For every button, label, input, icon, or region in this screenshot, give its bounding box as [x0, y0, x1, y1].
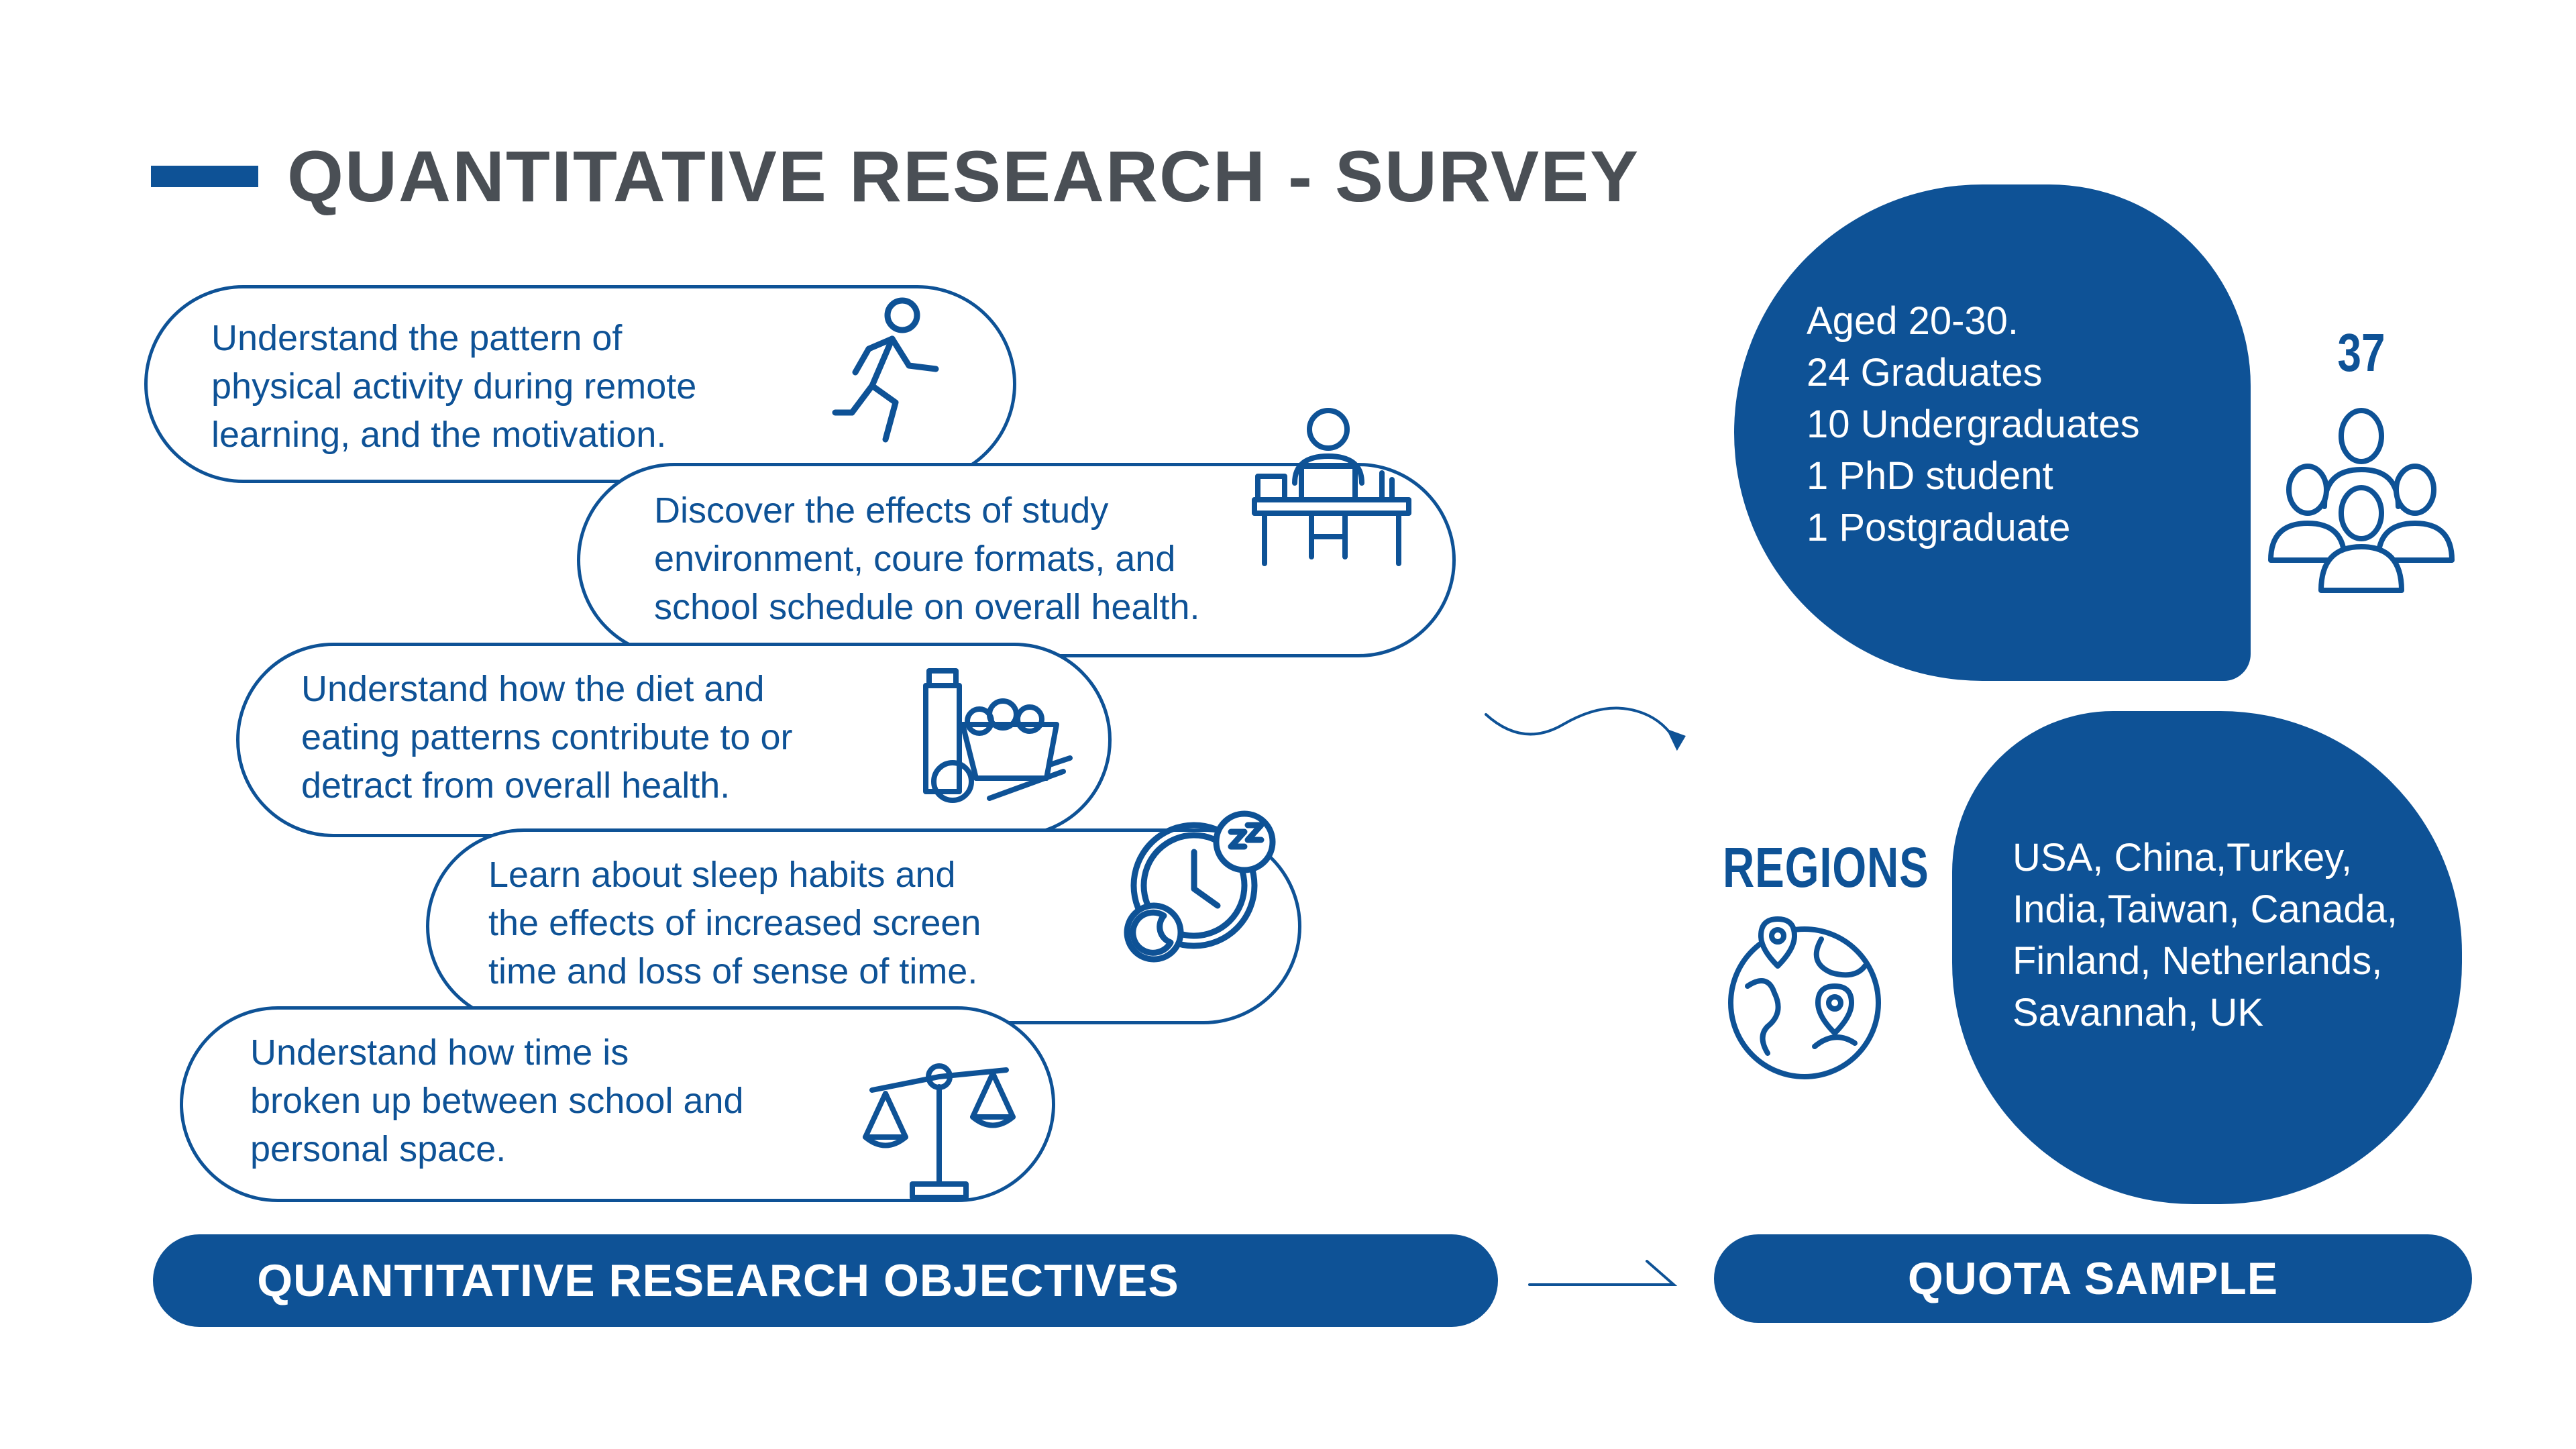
- people-group-icon: [2267, 406, 2455, 594]
- regions-text: USA, China,Turkey, India,Taiwan, Canada,…: [2012, 836, 2398, 1034]
- wavy-arrow-icon: [1483, 684, 1687, 758]
- balance-scale-icon: [859, 1053, 1020, 1208]
- objective-text-2: Discover the effects of study environmen…: [654, 490, 1200, 627]
- person-at-desk-icon: [1248, 402, 1415, 570]
- objective-text-5: Understand how time is broken up between…: [250, 1032, 744, 1169]
- running-person-icon: [828, 295, 949, 449]
- title-accent-bar: [151, 166, 258, 187]
- globe-pin-icon: [1721, 912, 1888, 1080]
- sample-count: 37: [2337, 323, 2385, 382]
- objective-text-4: Learn about sleep habits and the effects…: [488, 855, 981, 991]
- quota-sample-banner: QUOTA SAMPLE: [1714, 1234, 2472, 1323]
- page-title: QUANTITATIVE RESEARCH - SURVEY: [287, 136, 1640, 217]
- arrow-right-icon: [1526, 1254, 1680, 1295]
- demographics-text: Aged 20-30. 24 Graduates 10 Undergraduat…: [1807, 299, 2140, 549]
- regions-blob: USA, China,Turkey, India,Taiwan, Canada,…: [1952, 711, 2462, 1204]
- demographics-blob: Aged 20-30. 24 Graduates 10 Undergraduat…: [1734, 184, 2251, 681]
- objective-pill-2: Discover the effects of study environmen…: [577, 463, 1456, 657]
- objective-text-1: Understand the pattern of physical activ…: [211, 318, 697, 455]
- objective-pill-5: Understand how time is broken up between…: [180, 1006, 1055, 1202]
- objectives-banner: QUANTITATIVE RESEARCH OBJECTIVES: [153, 1234, 1498, 1327]
- regions-label: REGIONS: [1723, 836, 1929, 899]
- groceries-icon: [916, 664, 1077, 805]
- objective-text-3: Understand how the diet and eating patte…: [301, 669, 793, 806]
- objective-pill-4: Learn about sleep habits and the effects…: [426, 828, 1301, 1024]
- clock-sleep-icon: [1117, 805, 1285, 973]
